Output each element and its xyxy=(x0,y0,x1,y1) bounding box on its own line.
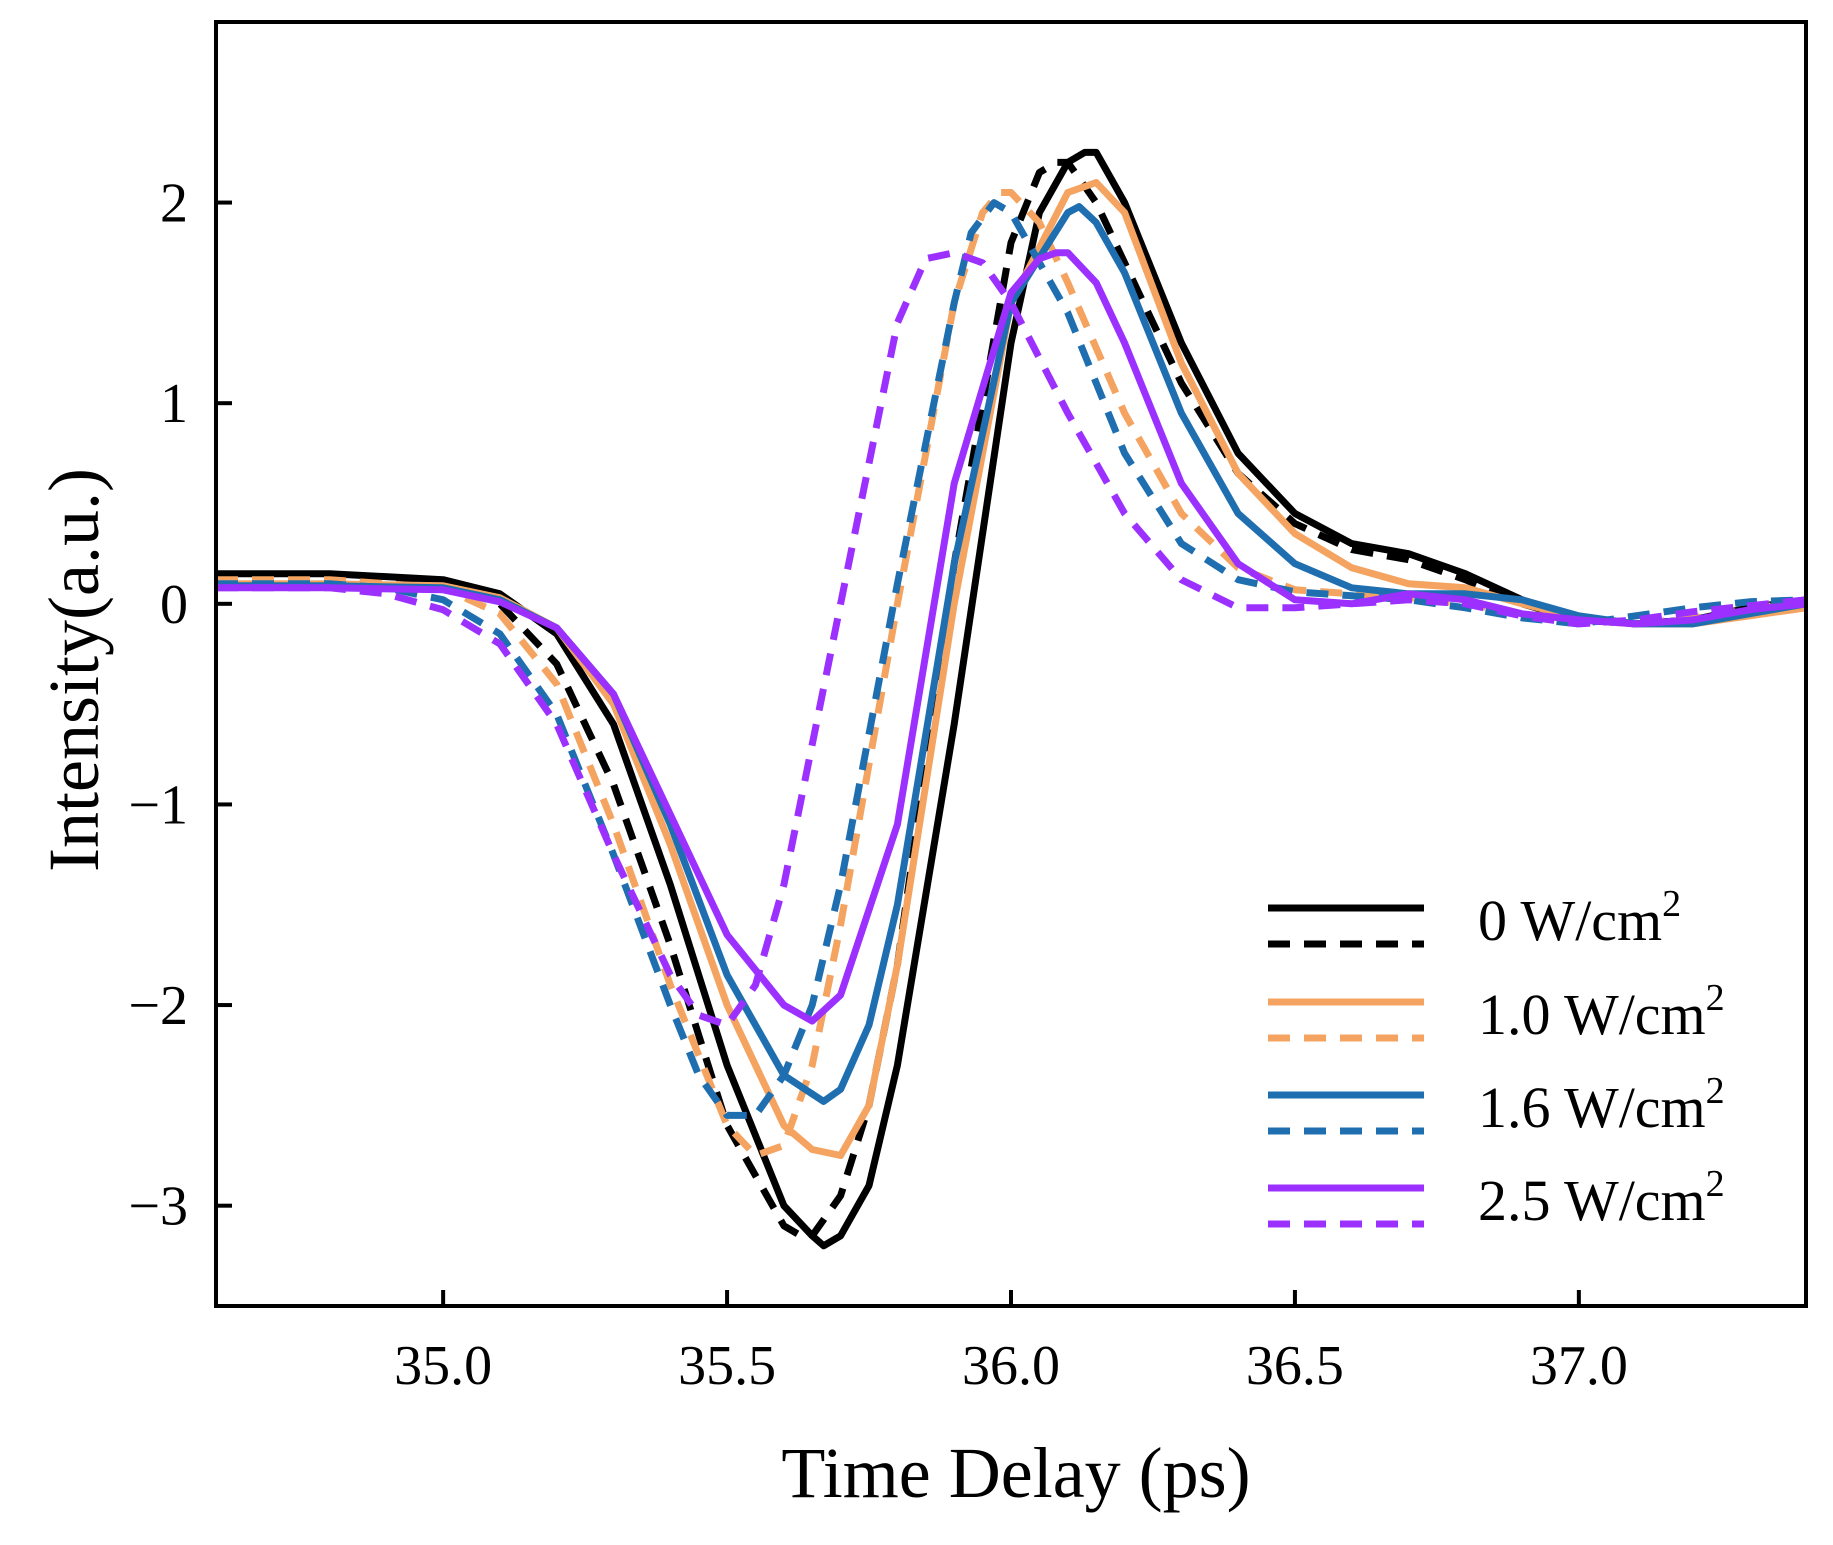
series-line-7 xyxy=(216,249,1806,1025)
x-tick-label: 36.5 xyxy=(1246,1335,1344,1397)
x-tick-label: 36.0 xyxy=(962,1335,1060,1397)
legend-label-superscript: 2 xyxy=(1706,977,1725,1019)
series-line-1 xyxy=(216,148,1806,1250)
legend-label: 1.0 W/cm2 xyxy=(1478,977,1725,1047)
legend-label: 2.5 W/cm2 xyxy=(1478,1163,1725,1233)
y-tick-label: −2 xyxy=(128,975,188,1037)
y-axis: −3 −2 −1 0 1 2 xyxy=(128,173,232,1238)
series-layer xyxy=(216,148,1806,1250)
legend-label: 0 W/cm2 xyxy=(1478,883,1681,953)
legend-label: 1.6 W/cm2 xyxy=(1478,1070,1725,1140)
x-axis: 35.0 35.5 36.0 36.5 37.0 xyxy=(394,1290,1628,1397)
x-tick-label: 35.5 xyxy=(678,1335,776,1397)
y-tick-label: −1 xyxy=(128,774,188,836)
y-axis-title: Intensity(a.u.) xyxy=(34,468,114,872)
series-line-8 xyxy=(216,249,1806,1029)
legend-label-superscript: 2 xyxy=(1706,1163,1725,1205)
y-tick-label: 1 xyxy=(160,373,188,435)
legend-label-superscript: 2 xyxy=(1662,883,1681,925)
legend: 0 W/cm2 1.0 W/cm2 1.6 W/cm2 2.5 W/cm2 xyxy=(1268,883,1725,1233)
y-tick-label: 0 xyxy=(160,574,188,636)
legend-label-superscript: 2 xyxy=(1706,1070,1725,1112)
y-tick-label: −3 xyxy=(128,1176,188,1238)
series-line-3 xyxy=(216,179,1806,1159)
x-axis-title: Time Delay (ps) xyxy=(781,1433,1250,1513)
x-tick-label: 35.0 xyxy=(394,1335,492,1397)
x-tick-label: 37.0 xyxy=(1530,1335,1628,1397)
y-tick-label: 2 xyxy=(160,173,188,235)
